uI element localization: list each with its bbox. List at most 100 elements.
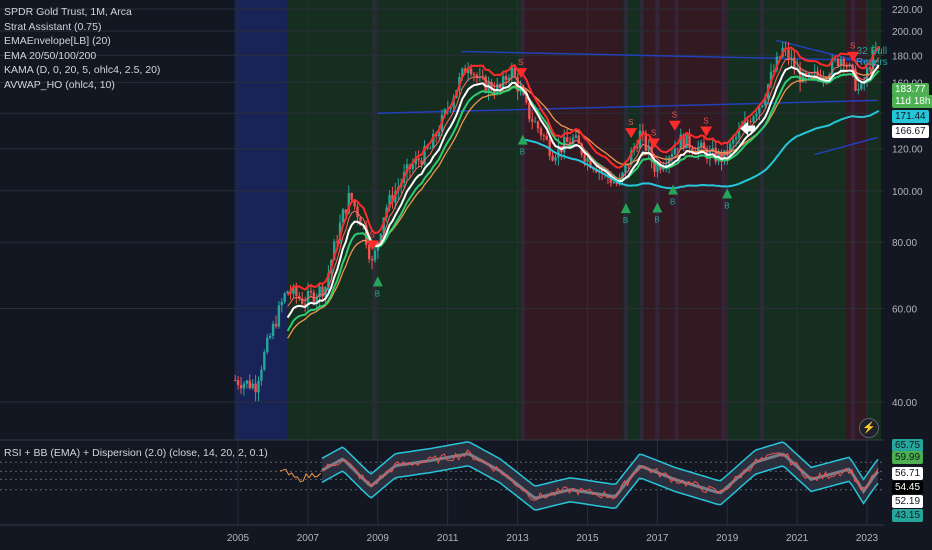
candle-body	[382, 217, 385, 234]
candle-body	[327, 273, 330, 287]
candle-body	[845, 66, 848, 68]
candle-body	[260, 369, 263, 381]
rsi-panel-title[interactable]: RSI + BB (EMA) + Dispersion (2.0) (close…	[4, 447, 268, 459]
trendline	[814, 136, 878, 156]
candle-body	[434, 134, 438, 137]
signals: S B S B S B S S B B S B S	[366, 42, 860, 298]
indicator-strat-assistant[interactable]: Strat Assistant (0.75)	[4, 20, 102, 33]
candle-body	[239, 384, 243, 389]
time-axis-label: 2005	[227, 533, 250, 544]
candle-body	[627, 164, 630, 166]
candle-body	[245, 380, 249, 384]
chart-title[interactable]: SPDR Gold Trust, 1M, Arca	[4, 6, 132, 18]
candle-body	[545, 135, 548, 140]
candle-body	[761, 105, 764, 107]
indicator-ema-set[interactable]: EMA 20/50/100/200	[4, 49, 97, 62]
candle-body	[254, 383, 257, 393]
candle-body	[833, 58, 837, 60]
price-axis-label: 60.00	[892, 305, 917, 316]
candle-body	[333, 241, 336, 261]
candle-body	[842, 58, 846, 67]
rsi-badge: 56.71	[892, 467, 924, 480]
candle-body	[373, 250, 377, 261]
rsi-panel	[0, 441, 884, 511]
candle-body	[236, 380, 240, 385]
regime-band	[234, 0, 287, 440]
candle-body	[234, 380, 237, 382]
candle-body	[667, 157, 671, 165]
candle-body	[825, 78, 828, 80]
candle-body	[356, 206, 359, 218]
candle-body	[528, 102, 531, 120]
candle-body	[277, 305, 281, 327]
candle-body	[295, 286, 298, 296]
candle-body	[353, 199, 356, 207]
candle-body	[437, 132, 441, 137]
sell-signal-label: S	[672, 111, 677, 120]
candle-body	[525, 94, 528, 103]
candle-body	[612, 182, 615, 184]
signal-band	[623, 0, 628, 440]
candle-body	[423, 146, 426, 165]
candle-body	[810, 73, 813, 75]
candle-body	[679, 134, 682, 150]
candle-body	[391, 194, 394, 203]
lightning-icon[interactable]: ⚡	[859, 418, 879, 438]
price-badge: 183.77	[892, 83, 929, 96]
candle-body	[589, 158, 592, 168]
candle-body	[586, 158, 589, 162]
candle-body	[539, 128, 543, 136]
sell-signal-arrow	[366, 240, 379, 251]
candle-body	[664, 164, 668, 167]
candle-body	[600, 169, 604, 172]
candle-body	[653, 160, 656, 172]
avwap-line	[523, 110, 880, 190]
buy-signal-label: B	[520, 148, 525, 157]
candle-body	[743, 120, 747, 127]
signal-band	[639, 0, 644, 440]
rsi-bb-lower	[321, 465, 879, 511]
annotation-line-1: 32 Bull	[856, 46, 888, 57]
candle-body	[531, 119, 534, 122]
candle-body	[615, 182, 618, 185]
candle-body	[734, 137, 738, 140]
buy-signal-label: B	[670, 197, 675, 206]
candle-body	[496, 84, 499, 94]
indicator-kama[interactable]: KAMA (D, 0, 20, 5, ohlc4, 2.5, 20)	[4, 64, 161, 77]
candle-body	[536, 121, 540, 129]
time-axis-label: 2007	[297, 533, 320, 544]
candle-body	[635, 147, 639, 149]
candle-body	[286, 291, 289, 294]
candle-body	[490, 82, 493, 91]
candle-body	[801, 72, 805, 83]
candle-body	[292, 286, 295, 294]
candle-body	[414, 158, 417, 165]
candle-body	[755, 113, 758, 117]
indicator-avwap[interactable]: AVWAP_HO (ohlc4, 10)	[4, 78, 115, 91]
candle-body	[568, 142, 572, 145]
candle-body	[796, 67, 799, 69]
candle-body	[449, 107, 452, 109]
candle-body	[621, 172, 624, 180]
candle-body	[466, 68, 470, 74]
candle-body	[670, 154, 674, 158]
signal-band	[721, 0, 726, 440]
time-axis[interactable]: 2005 2007 2009 2011 2013 2015 2017 2019 2021 2023	[227, 533, 879, 544]
candle-body	[443, 109, 447, 115]
price-axis[interactable]: 40.0060.0080.00100.00120.00140.00160.001…	[892, 5, 923, 409]
candle-body	[335, 241, 339, 243]
ema-20-line	[286, 64, 880, 319]
buy-signal-arrow	[517, 134, 528, 145]
candle-body	[321, 286, 324, 297]
time-axis-label: 2021	[786, 533, 809, 544]
strat-background-bands	[234, 0, 881, 440]
moving-averages	[286, 45, 880, 339]
candle-body	[298, 295, 301, 299]
candle-body	[714, 147, 717, 162]
candle-body	[257, 380, 260, 393]
chart-grid	[0, 0, 884, 526]
candle-body	[758, 106, 761, 114]
price-axis-label: 100.00	[892, 187, 923, 198]
indicator-ema-envelope[interactable]: EMAEnvelope[LB] (20)	[4, 35, 111, 48]
